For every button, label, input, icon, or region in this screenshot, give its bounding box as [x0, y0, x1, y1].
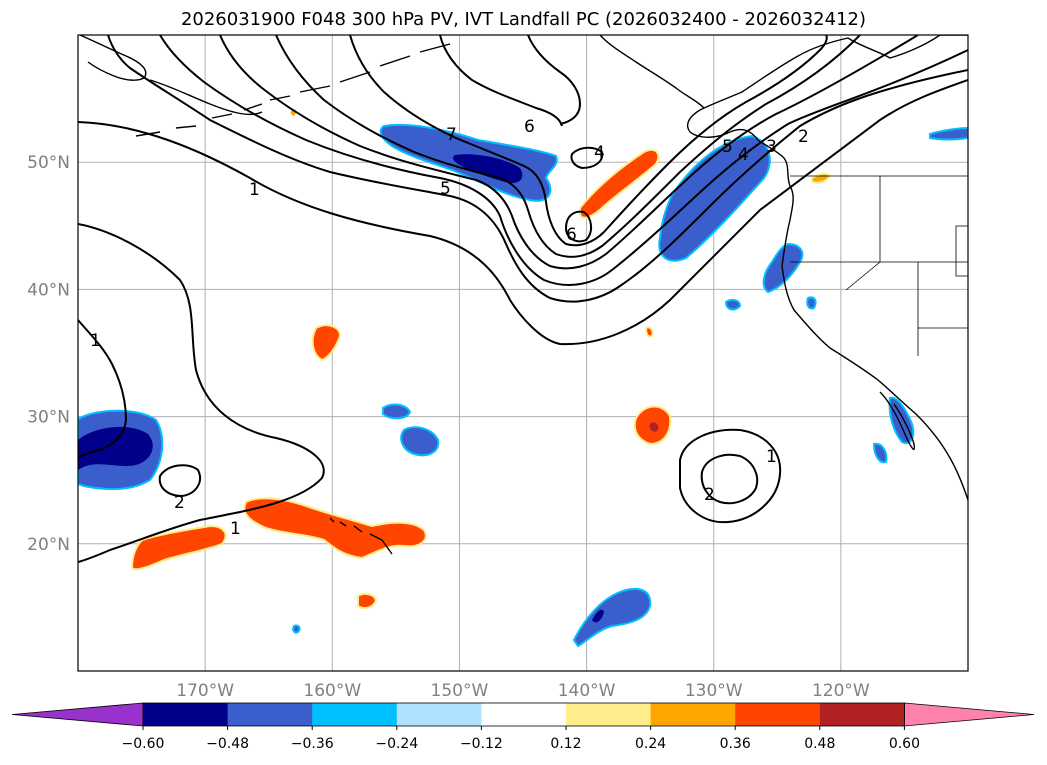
latitude-label: 20°N	[27, 535, 70, 555]
colorbar-segment	[735, 703, 821, 726]
contour-2-west-small	[158, 464, 201, 498]
contour-label: 1	[249, 180, 260, 200]
colorbar-label: 0.12	[550, 736, 581, 752]
shade-strong-neg-west	[78, 426, 153, 470]
north-america-coast	[686, 35, 968, 501]
colorbar	[11, 702, 1035, 730]
colorbar-segment	[227, 703, 313, 726]
shade-neg-coast-1	[762, 242, 804, 294]
shade-strong-neg-north-pacific	[453, 154, 523, 184]
longitude-label: 130°W	[685, 681, 743, 701]
shade-strong-pos-east	[649, 422, 659, 432]
colorbar-label: −0.36	[291, 736, 334, 752]
latitude-label: 30°N	[27, 408, 70, 428]
colorbar-label: −0.48	[206, 736, 249, 752]
contour-labels: 1 7 6 5 4 6 5 4 3 2 1 2 1 2 1	[90, 117, 809, 539]
contour-label: 4	[738, 145, 749, 165]
shade-pos-north	[579, 148, 660, 219]
longitude-label: 150°W	[431, 681, 489, 701]
colorbar-label: −0.60	[122, 736, 165, 752]
map-background	[78, 35, 968, 671]
contour-1-east-circle	[679, 428, 782, 524]
shade-pos-hawaii	[243, 497, 427, 560]
contour-label: 2	[798, 127, 809, 147]
contour-6-top	[439, 35, 563, 127]
contour-4-small	[570, 146, 604, 170]
contour-2	[159, 35, 968, 286]
shade-neg-coast-5	[806, 296, 817, 310]
colorbar-segment	[396, 703, 482, 726]
contour-4	[275, 35, 861, 258]
hawaii-islands	[329, 517, 393, 555]
contour-label: 1	[90, 331, 101, 351]
longitude-label: 170°W	[176, 681, 234, 701]
contour-1-inner	[107, 35, 968, 303]
shade-neg-small-1	[400, 426, 440, 457]
us-state-borders	[790, 175, 968, 356]
latitude-label: 50°N	[27, 153, 70, 173]
alaska-panhandle	[599, 35, 705, 109]
shade-neg-small-2	[382, 403, 412, 420]
contour-label: 1	[766, 447, 777, 467]
longitude-label: 140°W	[558, 681, 616, 701]
contour-label: 3	[766, 137, 777, 157]
colorbar-labels: −0.60 −0.48 −0.36 −0.24 −0.12 0.12 0.24 0.36 0.4…	[122, 736, 920, 752]
colorbar-segment	[566, 703, 652, 726]
shade-neg-south	[572, 588, 652, 648]
contour-1-outer	[78, 79, 968, 346]
colorbar-extend-max	[904, 702, 1035, 727]
shade-pos-small-2	[644, 326, 654, 338]
map-title: 2026031900 F048 300 hPa PV, IVT Landfall…	[180, 9, 867, 30]
colorbar-label: 0.36	[720, 736, 751, 752]
baja-coast	[879, 391, 916, 450]
contour-label: 5	[440, 179, 451, 199]
contour-1-far-west	[78, 319, 128, 459]
contour-label: 2	[174, 493, 185, 513]
shade-neg-coast-4	[724, 298, 742, 311]
colorbar-segment	[143, 703, 229, 726]
contour-label: 7	[446, 125, 457, 145]
contour-label: 1	[230, 519, 241, 539]
longitude-label: 160°W	[303, 681, 361, 701]
shade-strong-neg-south	[592, 609, 604, 623]
shade-neg-coast-3	[872, 442, 888, 464]
colorbar-segment	[819, 703, 905, 726]
colorbar-extend-min	[11, 702, 144, 727]
colorbar-outline	[142, 702, 905, 727]
contour-6-small	[564, 210, 592, 243]
shade-pos-west-strip	[130, 524, 227, 571]
shade-neg-small-3	[292, 624, 301, 634]
colorbar-label: 0.24	[635, 736, 666, 752]
contour-label: 4	[594, 143, 605, 163]
shade-pos-small-1	[357, 592, 378, 609]
shade-neg-canada	[929, 126, 968, 141]
colorbar-label: −0.24	[375, 736, 418, 752]
pv-contours	[78, 35, 968, 563]
contour-1-west	[78, 223, 325, 563]
contour-label: 2	[704, 485, 715, 505]
longitude-labels: 170°W 160°W 150°W 140°W 130°W 120°W	[176, 681, 870, 701]
contour-label: 6	[566, 225, 577, 245]
colorbar-segment	[312, 703, 398, 726]
contour-label: 6	[524, 117, 535, 137]
latitude-labels: 50°N 40°N 30°N 20°N	[27, 153, 70, 555]
contour-2-east-circle	[700, 453, 759, 505]
colorbar-segment	[650, 703, 736, 726]
shade-neg-coast-2	[888, 396, 915, 444]
contour-3	[219, 35, 919, 270]
contour-5	[349, 35, 828, 247]
contour-7	[527, 35, 582, 125]
longitude-label: 120°W	[812, 681, 870, 701]
contour-label: 5	[722, 137, 733, 157]
shade-pos-mid	[311, 324, 342, 362]
colorbar-label: 0.60	[889, 736, 920, 752]
colorbar-segment	[481, 703, 567, 726]
colorbar-label: −0.12	[460, 736, 503, 752]
map-frame	[77, 34, 969, 672]
latitude-label: 40°N	[27, 280, 70, 300]
colorbar-label: 0.48	[804, 736, 835, 752]
